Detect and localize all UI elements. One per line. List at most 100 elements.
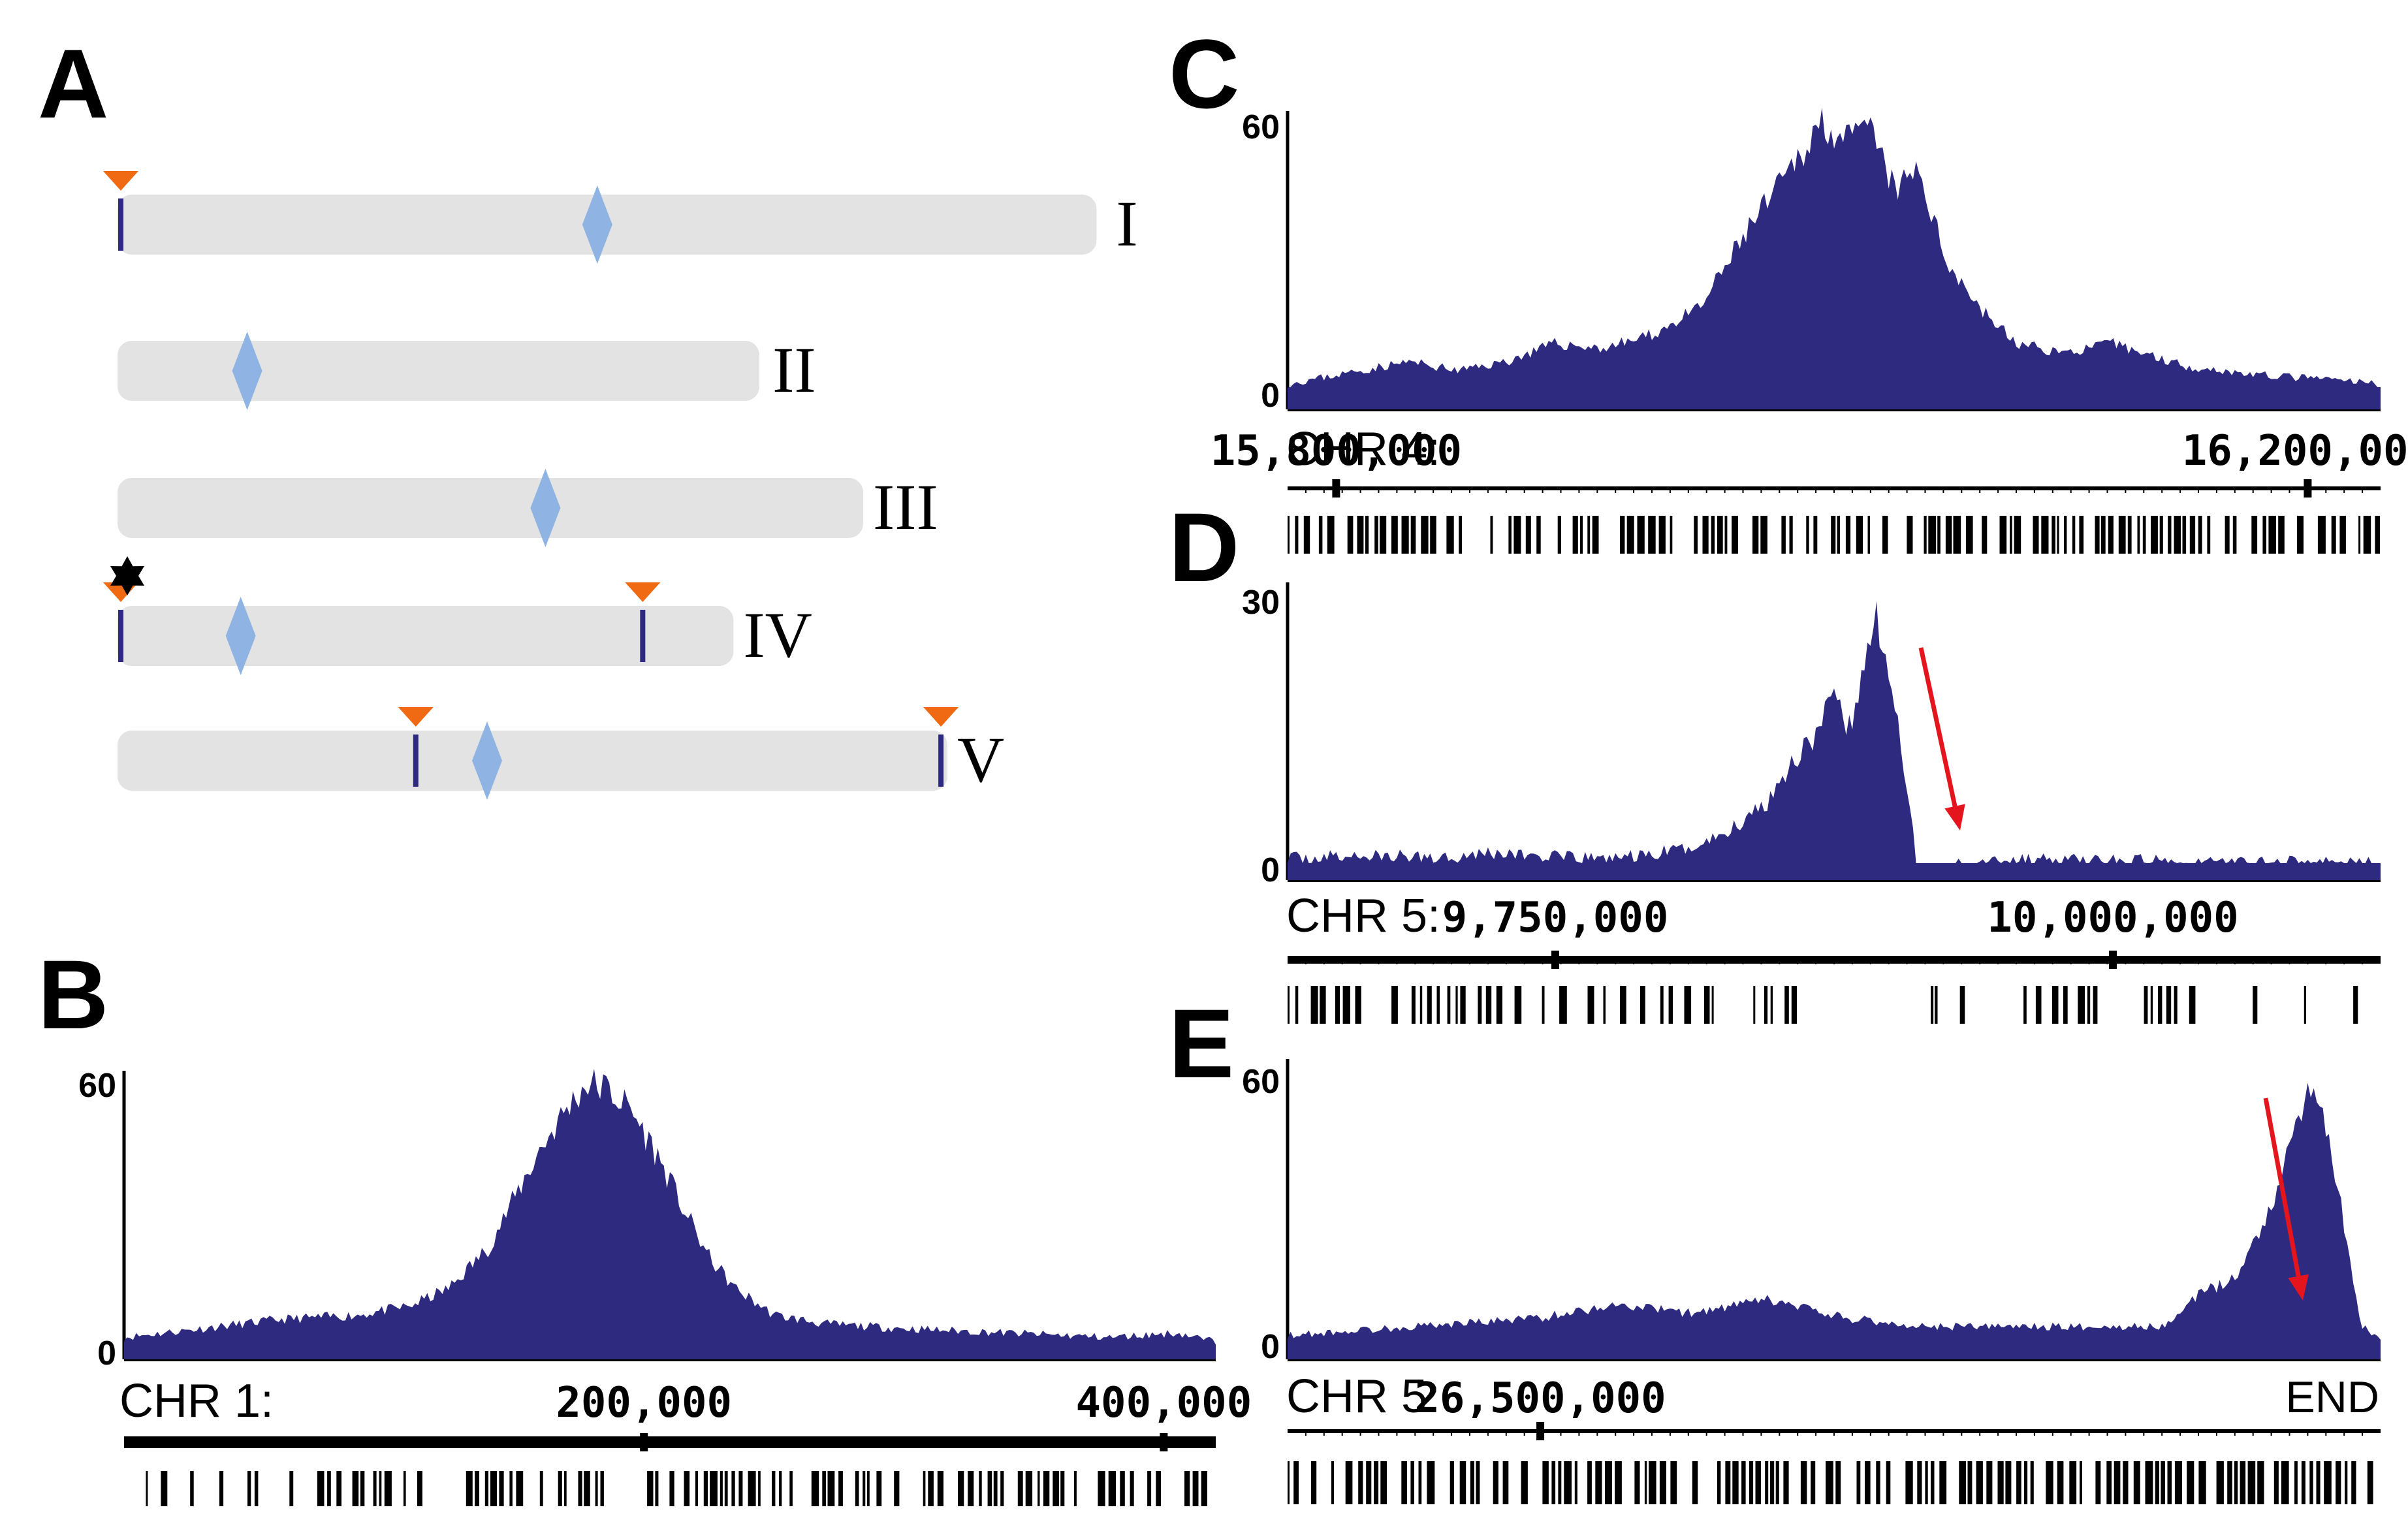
- gene-bar: [1401, 1461, 1407, 1504]
- gene-bar: [1811, 1461, 1816, 1504]
- gene-bar: [2216, 1461, 2224, 1504]
- gene-bar: [1702, 516, 1709, 554]
- gene-bar: [1147, 1471, 1152, 1506]
- gene-bar: [993, 1471, 998, 1506]
- gene-bar: [1156, 1471, 1161, 1506]
- gene-bar: [1905, 1461, 1913, 1504]
- gene-bar: [1717, 516, 1723, 554]
- chromosome-label: II: [772, 334, 816, 406]
- gene-bar: [779, 1471, 782, 1506]
- gene-bar: [1418, 1461, 1422, 1504]
- peak-tick: [640, 610, 646, 662]
- gene-bar: [1637, 516, 1645, 554]
- gene-bar: [1446, 516, 1454, 554]
- gene-bar: [2198, 516, 2202, 554]
- end-label: END: [2285, 1372, 2379, 1422]
- gene-bar: [2273, 1461, 2279, 1504]
- gene-bar: [2024, 1461, 2028, 1504]
- gene-bar: [1342, 986, 1350, 1024]
- gene-bar: [2100, 516, 2106, 554]
- gene-bar: [1959, 986, 1965, 1024]
- gene-bar: [1411, 986, 1416, 1024]
- gene-bar: [1401, 516, 1409, 554]
- gene-bar: [811, 1471, 819, 1506]
- gene-bar: [1595, 1461, 1602, 1504]
- gene-bar: [724, 1471, 728, 1506]
- chromosome-bar-v: [118, 731, 948, 791]
- gene-bar: [2345, 1461, 2348, 1504]
- gene-bar: [2189, 516, 2196, 554]
- gene-bar: [254, 1471, 259, 1506]
- gene-bar: [2033, 516, 2039, 554]
- gene-bar: [417, 1471, 422, 1506]
- gene-bar: [1886, 1461, 1891, 1504]
- gene-bar: [1421, 516, 1429, 554]
- gene-bar: [1997, 1461, 2004, 1504]
- gene-bar: [1626, 516, 1634, 554]
- peak-tick: [938, 735, 944, 787]
- gene-bar: [876, 1471, 882, 1506]
- gene-bar: [2080, 1461, 2082, 1504]
- gene-bar: [1605, 1461, 1612, 1504]
- gene-bar: [1073, 1471, 1077, 1506]
- gene-bar: [2309, 1461, 2313, 1504]
- gene-bar: [2161, 1461, 2165, 1504]
- gene-bar: [1108, 1471, 1116, 1506]
- gene-bar: [748, 1471, 756, 1506]
- gene-bar: [2174, 516, 2181, 554]
- gene-bar: [2358, 516, 2361, 554]
- major-tick: [1160, 1433, 1168, 1451]
- peak-tick: [118, 198, 123, 251]
- gene-bar: [1587, 516, 1591, 554]
- gene-bar: [1741, 1461, 1746, 1504]
- gene-bar: [1965, 516, 1973, 554]
- gene-bar: [1882, 516, 1888, 554]
- gene-bar: [1380, 1461, 1387, 1504]
- gene-bar: [161, 1471, 168, 1506]
- gene-bar: [247, 1471, 251, 1506]
- gene-bar: [509, 1471, 513, 1506]
- chromosome-label: CHR 5:: [1286, 890, 1440, 942]
- gene-bar: [2137, 516, 2140, 554]
- gene-bar: [360, 1471, 365, 1506]
- gene-bar: [2145, 1461, 2153, 1504]
- gene-bar: [1436, 986, 1440, 1024]
- gene-bar: [1660, 986, 1664, 1024]
- centromere-marker: [225, 597, 256, 675]
- gene-bar: [2142, 516, 2146, 554]
- gene-bar: [1564, 1461, 1572, 1504]
- gene-bar: [2108, 516, 2114, 554]
- star-icon: [110, 556, 144, 595]
- gene-bar: [1478, 986, 1482, 1024]
- gene-bar: [1658, 516, 1666, 554]
- gene-bar: [1427, 1461, 1435, 1504]
- gene-bar: [373, 1471, 377, 1506]
- gene-bar: [1447, 986, 1451, 1024]
- gene-bar: [352, 1471, 359, 1506]
- gene-bar: [1419, 986, 1423, 1024]
- gene-bar: [1455, 986, 1458, 1024]
- gene-bar: [2166, 986, 2172, 1024]
- gene-bar: [789, 1471, 793, 1506]
- gene-bar: [1711, 986, 1714, 1024]
- gene-bar: [1525, 516, 1531, 554]
- gene-bar: [838, 1471, 843, 1506]
- gene-bar: [1959, 1461, 1967, 1504]
- gene-bar: [1976, 1461, 1983, 1504]
- gene-bar: [1025, 1471, 1033, 1506]
- gene-bar: [2353, 986, 2358, 1024]
- gene-bar: [703, 1471, 708, 1506]
- gene-bar: [968, 1471, 974, 1506]
- gene-bar: [2278, 516, 2285, 554]
- gene-bar: [1831, 516, 1836, 554]
- gene-bar: [1450, 1461, 1454, 1504]
- gene-bar: [2247, 1461, 2256, 1504]
- chromosome-label: III: [873, 471, 938, 543]
- gene-bar: [1791, 986, 1797, 1024]
- gene-bar: [1835, 1461, 1841, 1504]
- gene-bar: [2155, 1461, 2159, 1504]
- gene-bar: [1813, 516, 1818, 554]
- gene-bar: [2268, 516, 2276, 554]
- gene-bar: [2057, 516, 2059, 554]
